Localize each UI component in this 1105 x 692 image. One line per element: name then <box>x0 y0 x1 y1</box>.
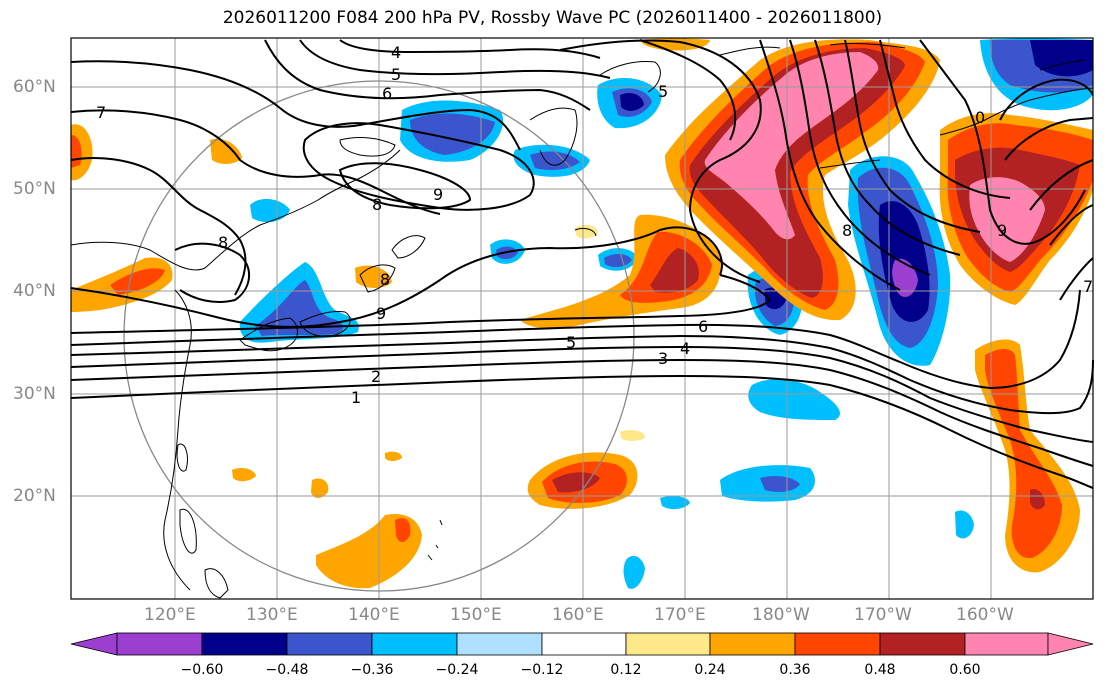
contour-label: 7 <box>96 103 106 122</box>
colorbar-tick-label: 0.48 <box>864 662 896 678</box>
colorbar-extend-right <box>1047 632 1094 656</box>
contour-label: 5 <box>566 333 576 352</box>
contour-label: 9 <box>433 185 443 204</box>
lon-label: 170°W <box>854 605 912 625</box>
lat-label: 20°N <box>13 486 56 506</box>
contour-label: 1 <box>351 388 361 407</box>
contour-label: 6 <box>382 84 392 103</box>
colorbar-tick-label: −0.36 <box>350 662 394 678</box>
colorbar-tick-label: −0.48 <box>265 662 309 678</box>
coastlines <box>70 43 1094 599</box>
colorbar-tick-label: 0.24 <box>694 662 726 678</box>
lon-label: 160°W <box>956 605 1014 625</box>
pv-contours <box>70 39 1094 489</box>
lon-label: 160°E <box>552 605 604 625</box>
contour-label: 6 <box>698 317 708 336</box>
contour-label: 7 <box>1083 277 1093 296</box>
lat-label: 30°N <box>13 384 56 404</box>
lat-label: 40°N <box>13 281 56 301</box>
lon-label: 180°W <box>752 605 810 625</box>
contour-label: 8 <box>380 270 390 289</box>
lat-label: 60°N <box>13 77 56 97</box>
contour-label: 8 <box>842 221 852 240</box>
lon-label: 120°E <box>144 605 196 625</box>
contour-label: 3 <box>658 349 668 368</box>
map-frame <box>70 37 1094 600</box>
contour-label: 4 <box>680 339 690 358</box>
contour-label: 0 <box>975 108 985 127</box>
contour-label: 8 <box>218 233 228 252</box>
contour-label: 9 <box>376 304 386 323</box>
colorbar-tick-label: −0.12 <box>520 662 564 678</box>
lat-label: 50°N <box>13 179 56 199</box>
anomaly-fields <box>71 38 1093 589</box>
colorbar-extend-left <box>70 632 118 656</box>
map-title: 2026011200 F084 200 hPa PV, Rossby Wave … <box>222 8 883 28</box>
colorbar-tick-label: 0.60 <box>949 662 981 678</box>
lon-label: 150°E <box>450 605 502 625</box>
contour-label: 9 <box>997 221 1007 240</box>
lon-label: 140°E <box>348 605 400 625</box>
lon-label: 130°E <box>246 605 298 625</box>
colorbar <box>70 632 1094 656</box>
contour-label: 5 <box>391 65 401 84</box>
lon-label: 170°E <box>654 605 706 625</box>
contour-label: 4 <box>391 43 401 62</box>
contour-label-group: 4 5 6 7 5 8 9 8 9 8 6 5 4 3 2 1 8 9 0 7 <box>96 43 1093 407</box>
contour-label: 8 <box>372 195 382 214</box>
colorbar-tick-label: 0.36 <box>779 662 811 678</box>
colorbar-tick-label: 0.12 <box>610 662 642 678</box>
colorbar-tick-label: −0.60 <box>180 662 224 678</box>
contour-label: 5 <box>658 82 668 101</box>
colorbar-tick-label: −0.24 <box>435 662 479 678</box>
contour-label: 2 <box>371 367 381 386</box>
